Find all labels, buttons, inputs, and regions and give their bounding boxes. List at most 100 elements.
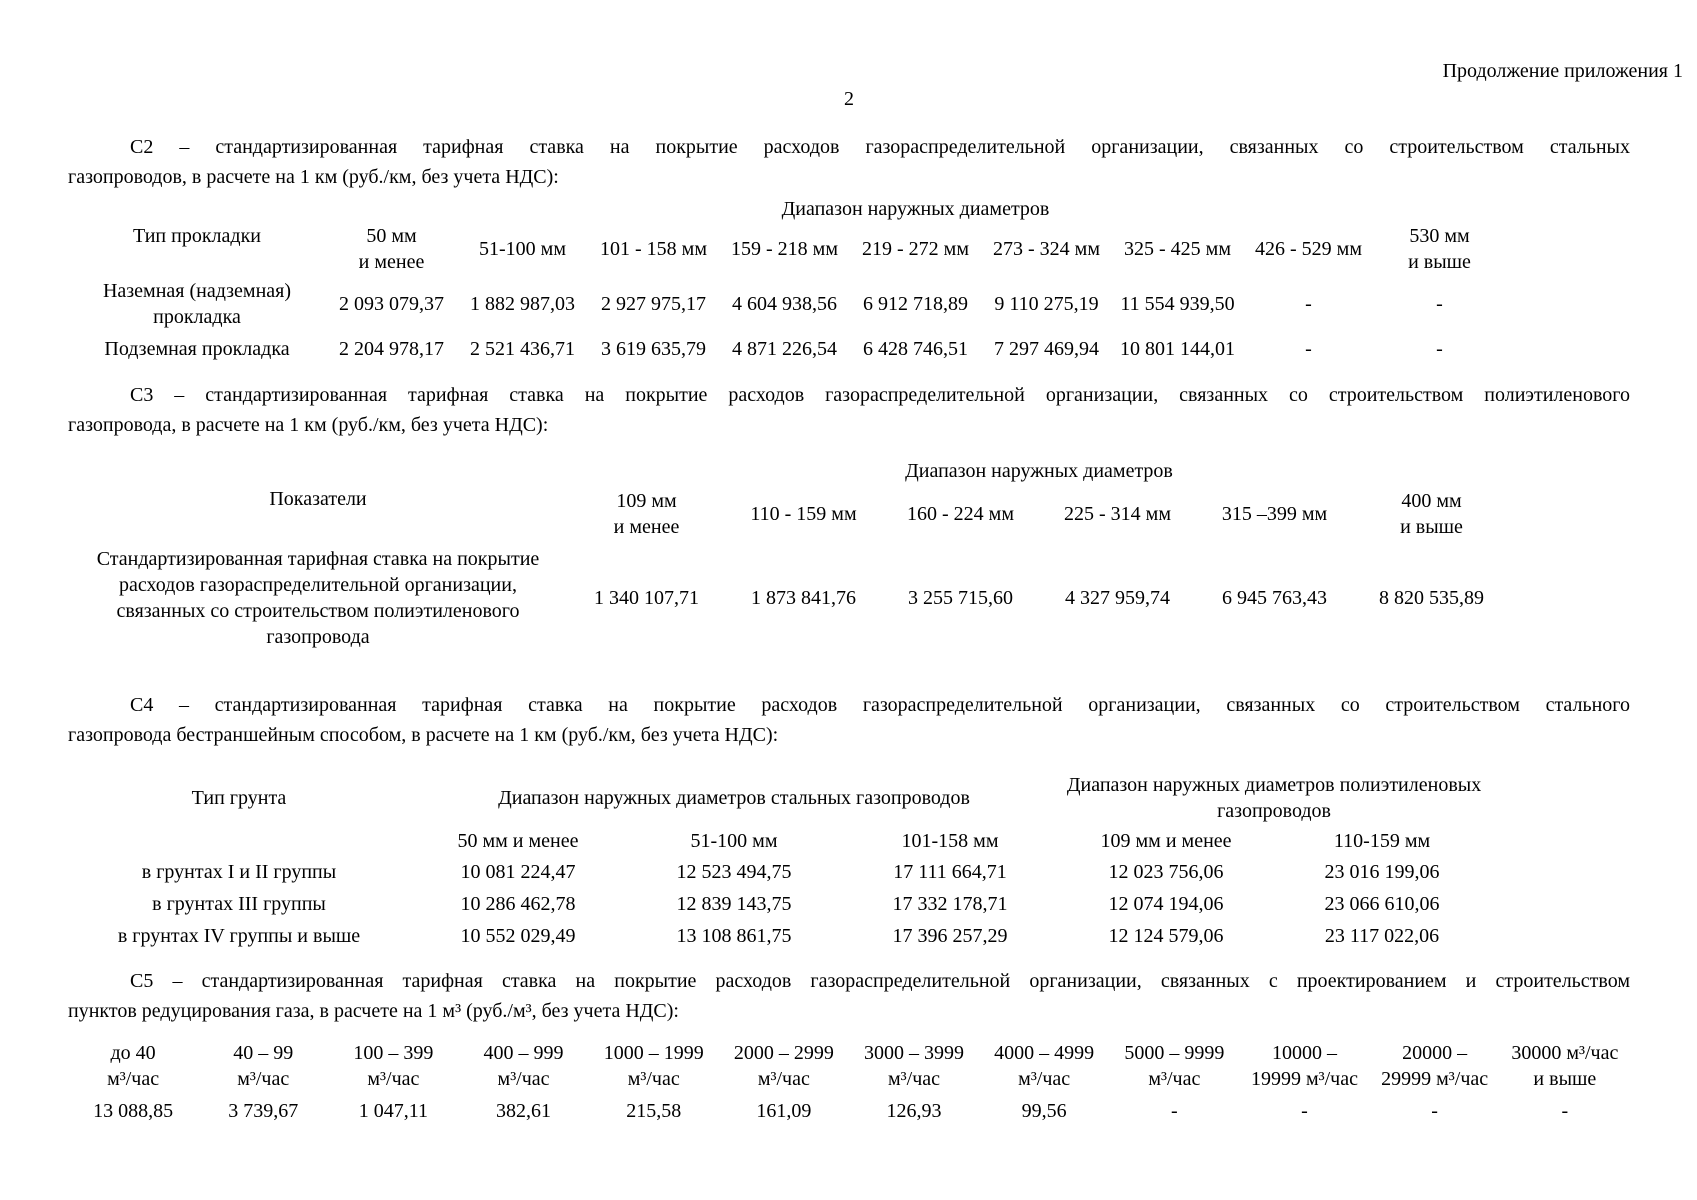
column-header: 5000 – 9999 м³/час [1124, 1042, 1225, 1090]
row-label: Стандартизированная тарифная ставка на п… [96, 548, 540, 648]
data-cell: 11 554 939,50 [1120, 293, 1235, 315]
table-row: Подземная прокладка 2 204 978,17 2 521 4… [68, 332, 1505, 366]
data-cell: 4 604 938,56 [732, 293, 837, 315]
data-cell: - [1436, 293, 1443, 315]
column-header: 50 мм и менее [358, 225, 425, 273]
column-header: 20000 – 29999 м³/час [1381, 1042, 1489, 1090]
corner-header: Тип прокладки [133, 225, 261, 247]
column-header: 100 – 399 м³/час [353, 1042, 434, 1090]
data-cell: 99,56 [1021, 1100, 1067, 1122]
data-cell: 382,61 [496, 1100, 552, 1122]
column-header: 530 мм и выше [1408, 225, 1471, 273]
table-row: 50 мм и менее 51-100 мм 101-158 мм 109 м… [68, 826, 1490, 856]
data-cell: 17 332 178,71 [892, 893, 1008, 915]
table-row: Тип прокладки Диапазон наружных диаметро… [68, 196, 1505, 247]
data-cell: 8 820 535,89 [1379, 587, 1484, 609]
paragraph-line: газопровода бестраншейным способом, в ра… [68, 724, 779, 746]
data-cell: 6 912 718,89 [863, 293, 968, 315]
data-cell: - [1301, 1100, 1308, 1122]
column-header: 3000 – 3999 м³/час [864, 1042, 965, 1090]
paragraph-line: С2 – стандартизированная тарифная ставка… [130, 136, 1630, 158]
column-header: 315 –399 мм [1221, 503, 1328, 525]
column-header: 101-158 мм [901, 830, 999, 852]
span-header-polyethylene: Диапазон наружных диаметров полиэтиленов… [1066, 774, 1482, 822]
column-header: 219 - 272 мм [862, 238, 969, 260]
column-header: 30000 м³/час и выше [1511, 1042, 1619, 1090]
data-cell: 13 108 861,75 [676, 925, 792, 947]
data-cell: 6 428 746,51 [863, 338, 968, 360]
column-header: 109 мм и менее [613, 490, 680, 538]
data-cell: - [1431, 1100, 1438, 1122]
column-header: 273 - 324 мм [993, 238, 1100, 260]
table-c3-polyethylene-pipeline: Показатели Диапазон наружных диаметров 1… [68, 456, 1510, 654]
continuation-header: Продолжение приложения 1 [1442, 60, 1683, 82]
data-cell: 161,09 [756, 1100, 812, 1122]
column-header: 101 - 158 мм [600, 238, 707, 260]
data-cell: 10 286 462,78 [460, 893, 576, 915]
data-cell: 3 619 635,79 [601, 338, 706, 360]
column-header: 40 – 99 м³/час [233, 1042, 294, 1090]
data-cell: 1 340 107,71 [594, 587, 699, 609]
data-cell: 3 255 715,60 [908, 587, 1013, 609]
data-cell: 2 927 975,17 [601, 293, 706, 315]
table-row: Тип грунта Диапазон наружных диаметров с… [68, 770, 1490, 826]
data-cell: 13 088,85 [93, 1100, 174, 1122]
data-cell: 17 111 664,71 [893, 861, 1007, 883]
table-row: Стандартизированная тарифная ставка на п… [68, 542, 1510, 654]
column-header: 51-100 мм [479, 238, 566, 260]
column-header: 325 - 425 мм [1124, 238, 1231, 260]
data-cell: - [1561, 1100, 1569, 1122]
column-header: 110 - 159 мм [750, 503, 857, 525]
section-c4-intro: С4 – стандартизированная тарифная ставка… [68, 690, 1630, 750]
column-header: 2000 – 2999 м³/час [733, 1042, 834, 1090]
column-header: 10000 – 19999 м³/час [1250, 1042, 1358, 1090]
data-cell: 23 016 199,06 [1324, 861, 1440, 883]
empty-cell [68, 826, 410, 856]
data-cell: 17 396 257,29 [892, 925, 1008, 947]
column-header: 160 - 224 мм [907, 503, 1014, 525]
column-header: 4000 – 4999 м³/час [994, 1042, 1095, 1090]
data-cell: 7 297 469,94 [994, 338, 1099, 360]
row-label: в грунтах I и II группы [141, 861, 337, 883]
data-cell: 126,93 [886, 1100, 942, 1122]
data-cell: - [1436, 338, 1443, 360]
table-c5-gas-reduction-points: до 40 м³/час 40 – 99 м³/час 100 – 399 м³… [68, 1038, 1630, 1128]
data-cell: 2 521 436,71 [470, 338, 575, 360]
table-row: 50 мм и менее 51-100 мм 101 - 158 мм 159… [68, 222, 1505, 276]
column-header: 51-100 мм [690, 830, 778, 852]
paragraph-line: С4 – стандартизированная тарифная ставка… [130, 694, 1630, 716]
column-header: 50 мм и менее [457, 830, 579, 852]
table-row: в грунтах IV группы и выше 10 552 029,49… [68, 920, 1490, 952]
data-cell: 10 552 029,49 [460, 925, 576, 947]
data-cell: 12 523 494,75 [676, 861, 792, 883]
data-cell: 23 117 022,06 [1324, 925, 1440, 947]
table-row: 13 088,85 3 739,67 1 047,11 382,61 215,5… [68, 1094, 1630, 1128]
data-cell: 1 873 841,76 [751, 587, 856, 609]
section-c3-intro: С3 – стандартизированная тарифная ставка… [68, 380, 1630, 440]
section-c5-intro: С5 – стандартизированная тарифная ставка… [68, 966, 1630, 1026]
data-cell: 1 882 987,03 [470, 293, 575, 315]
column-header: 110-159 мм [1333, 830, 1431, 852]
data-cell: 12 124 579,06 [1108, 925, 1224, 947]
paragraph-line: пунктов редуцирования газа, в расчете на… [68, 1000, 679, 1022]
table-row: в грунтах I и II группы 10 081 224,47 12… [68, 856, 1490, 888]
paragraph-line: С5 – стандартизированная тарифная ставка… [130, 970, 1630, 992]
data-cell: 2 204 978,17 [339, 338, 444, 360]
table-c2-steel-pipelines: Тип прокладки Диапазон наружных диаметро… [68, 196, 1505, 366]
data-cell: 3 739,67 [228, 1100, 299, 1122]
row-label: Подземная прокладка [104, 338, 290, 360]
data-cell: 12 023 756,06 [1108, 861, 1224, 883]
data-cell: 23 066 610,06 [1324, 893, 1440, 915]
column-header: 400 – 999 м³/час [483, 1042, 564, 1090]
data-cell: 12 839 143,75 [676, 893, 792, 915]
data-cell: 6 945 763,43 [1222, 587, 1327, 609]
data-cell: - [1170, 1100, 1178, 1122]
data-cell: - [1305, 293, 1312, 315]
column-header: 1000 – 1999 м³/час [603, 1042, 704, 1090]
section-c2-intro: С2 – стандартизированная тарифная ставка… [68, 132, 1630, 192]
table-row: Показатели Диапазон наружных диаметров [68, 456, 1510, 510]
row-label: в грунтах IV группы и выше [117, 925, 361, 947]
span-header: Диапазон наружных диаметров [905, 460, 1173, 482]
row-label: в грунтах III группы [152, 893, 326, 915]
